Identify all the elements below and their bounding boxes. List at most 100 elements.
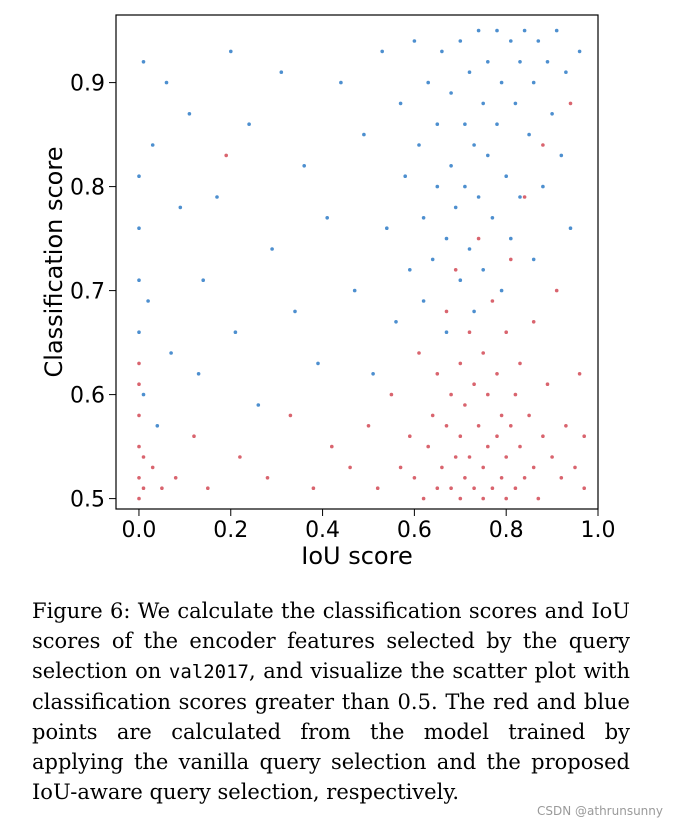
scatter-point <box>486 392 490 397</box>
scatter-point <box>490 299 495 303</box>
scatter-point <box>582 434 586 439</box>
scatter-point <box>155 424 160 428</box>
scatter-point <box>499 413 504 418</box>
scatter-point <box>476 195 481 199</box>
scatter-point <box>412 39 417 43</box>
scatter-point <box>463 476 467 480</box>
scatter-point <box>568 226 573 230</box>
scatter-point <box>137 361 141 366</box>
scatter-point <box>476 28 481 33</box>
scatter-point <box>536 496 541 501</box>
scatter-point <box>201 278 205 283</box>
scatter-point <box>417 143 421 147</box>
scatter-point <box>146 299 150 303</box>
scatter-point <box>504 496 509 501</box>
scatter-point <box>541 434 545 439</box>
scatter-point <box>531 257 536 262</box>
caption-text-2: , and visualize the scatter plot with cl… <box>32 659 631 714</box>
scatter-point <box>408 434 412 439</box>
scatter-point <box>430 257 435 262</box>
x-axis-label: IoU score <box>301 542 412 570</box>
scatter-point <box>499 288 504 293</box>
x-tick-label: 0.0 <box>121 518 156 543</box>
scatter-point <box>394 320 398 324</box>
caption-text-1: Figure 6: We calculate the classificatio… <box>32 599 630 683</box>
scatter-point <box>449 91 453 95</box>
scatter-point <box>417 351 421 355</box>
scatter-point <box>265 476 270 480</box>
scatter-point <box>137 174 141 178</box>
scatter-point <box>453 268 458 272</box>
scatter-point <box>444 330 449 335</box>
scatter-point <box>173 476 178 480</box>
scatter-point <box>463 184 467 189</box>
points-layer <box>137 28 586 501</box>
scatter-point <box>577 372 582 376</box>
scatter-point <box>421 299 426 303</box>
scatter-point <box>137 226 141 230</box>
scatter-point <box>472 382 476 387</box>
scatter-point <box>453 205 458 210</box>
scatter-point <box>472 309 476 314</box>
scatter-point <box>495 372 499 376</box>
scatter-point <box>486 444 490 449</box>
scatter-point <box>233 330 238 335</box>
scatter-point <box>458 278 463 283</box>
scatter-point <box>178 205 183 210</box>
scatter-point <box>495 122 499 126</box>
scatter-point <box>467 330 472 335</box>
scatter-point <box>472 486 476 491</box>
scatter-point <box>339 80 343 85</box>
scatter-point <box>440 49 444 54</box>
x-axis: 0.0 0.2 0.4 0.6 0.8 1.0 <box>121 509 616 543</box>
scatter-point <box>463 403 467 407</box>
scatter-point <box>509 257 513 262</box>
y-tick-label: 0.8 <box>70 176 105 201</box>
scatter-point <box>435 122 440 126</box>
scatter-point <box>564 424 568 428</box>
scatter-point <box>481 496 486 501</box>
scatter-point <box>141 60 146 64</box>
scatter-point <box>527 132 531 137</box>
scatter-point <box>375 486 380 491</box>
scatter-point <box>481 101 486 106</box>
x-tick-label: 0.8 <box>489 518 524 543</box>
scatter-point <box>486 153 490 158</box>
scatter-point <box>408 268 412 272</box>
scatter-point <box>150 465 155 470</box>
scatter-point <box>467 70 472 74</box>
scatter-point <box>476 424 481 428</box>
scatter-point <box>577 49 582 54</box>
scatter-point <box>444 236 449 241</box>
y-axis: 0.5 0.6 0.7 0.8 0.9 <box>70 72 116 513</box>
scatter-point <box>403 174 408 178</box>
scatter-point <box>398 465 403 470</box>
scatter-point <box>137 444 141 449</box>
y-axis-label: Classification score <box>40 147 68 378</box>
scatter-point <box>513 392 518 397</box>
scatter-point <box>348 465 352 470</box>
scatter-point <box>536 39 541 43</box>
scatter-point <box>495 434 499 439</box>
scatter-point <box>531 320 536 324</box>
scatter-point <box>279 70 284 74</box>
scatter-point <box>509 236 513 241</box>
y-tick-label: 0.6 <box>70 384 105 409</box>
scatter-point <box>398 101 403 106</box>
scatter-point <box>389 392 394 397</box>
scatter-point <box>238 455 242 459</box>
scatter-point <box>559 476 564 480</box>
caption-threshold: 0.5 <box>397 690 431 714</box>
scatter-point <box>541 143 545 147</box>
caption-code: val2017 <box>168 661 249 683</box>
scatter-point <box>449 486 453 491</box>
scatter-point <box>463 122 467 126</box>
scatter-point <box>169 351 173 355</box>
scatter-point <box>564 70 568 74</box>
scatter-point <box>435 372 440 376</box>
scatter-point <box>458 39 463 43</box>
scatter-point <box>141 392 146 397</box>
scatter-point <box>366 424 371 428</box>
scatter-point <box>380 49 385 54</box>
scatter-point <box>458 496 463 501</box>
